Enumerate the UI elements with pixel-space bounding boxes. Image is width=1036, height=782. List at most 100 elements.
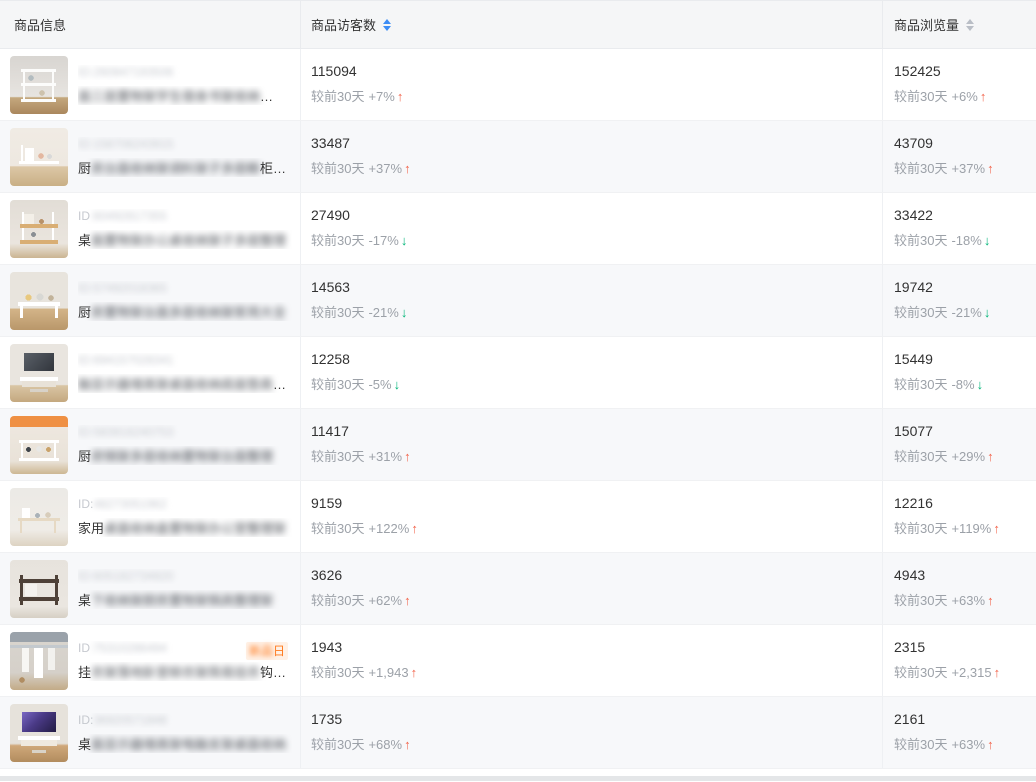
product-title[interactable]: 厨房置物架台面多层收纳架家用大全 <box>78 304 287 320</box>
compare-period-label: 较前30天 <box>894 593 948 608</box>
product-title[interactable]: 厨房锅架多层收纳置物架台面整理 <box>78 448 274 464</box>
table-row[interactable]: ID:605182734920 桌下收纳架厨房置物架锅具整理架 3626 较前3… <box>0 553 1036 625</box>
visitors-cell: 115094 较前30天 +7% ↑ <box>300 49 882 120</box>
trend-up-icon: ↑ <box>987 449 994 464</box>
views-cell: 15077 较前30天 +29% ↑ <box>882 409 1036 480</box>
compare-period-label: 较前30天 <box>311 161 365 176</box>
sort-views-icon[interactable] <box>966 18 975 31</box>
table-row[interactable]: ID:36920571848 桌面显示器增高架电脑支架桌面收纳 1735 较前3… <box>0 697 1036 769</box>
column-header-views[interactable]: 商品浏览量 <box>882 1 1036 48</box>
table-row[interactable]: ID:75310286494 挂衣架落地卧室晾衣架简易挂衣钩… 新品日 1943… <box>0 625 1036 697</box>
visitor-trend: 较前30天 -21% ↓ <box>311 305 408 320</box>
col-visitors-label[interactable]: 商品访客数 <box>311 18 377 33</box>
view-count: 33422 <box>894 207 933 223</box>
product-title[interactable]: 桌面置物架办公桌收纳架子多层整理 <box>78 232 287 248</box>
compare-period-label: 较前30天 <box>311 233 365 248</box>
compare-period-label: 较前30天 <box>894 449 948 464</box>
product-title[interactable]: 脑显示器增高架桌面收纳底座垫高… <box>78 376 287 392</box>
product-image[interactable] <box>10 271 68 330</box>
sort-visitors-icon[interactable] <box>383 18 392 31</box>
views-cell: 33422 较前30天 -18% ↓ <box>882 193 1036 264</box>
product-image[interactable] <box>10 343 68 402</box>
views-cell: 2315 较前30天 +2,315 ↑ <box>882 625 1036 696</box>
product-info-cell: ID:583916240753 厨房锅架多层收纳置物架台面整理 <box>0 409 300 480</box>
product-image[interactable] <box>10 127 68 186</box>
view-trend: 较前30天 +63% ↑ <box>894 593 994 608</box>
visitors-cell: 12258 较前30天 -5% ↓ <box>300 337 882 408</box>
views-cell: 19742 较前30天 -21% ↓ <box>882 265 1036 336</box>
table-row[interactable]: ID:694157028341 脑显示器增高架桌面收纳底座垫高… 12258 较… <box>0 337 1036 409</box>
visitor-count: 27490 <box>311 207 350 223</box>
view-trend: 较前30天 +6% ↑ <box>894 89 987 104</box>
horizontal-scrollbar[interactable] <box>0 776 1036 781</box>
compare-period-label: 较前30天 <box>894 233 948 248</box>
visitor-trend: 较前30天 +62% ↑ <box>311 593 411 608</box>
product-image[interactable] <box>10 55 68 114</box>
product-text-block: ID:694157028341 脑显示器增高架桌面收纳底座垫高… <box>78 353 292 393</box>
trend-up-icon: ↑ <box>411 521 418 536</box>
visitors-cell: 1735 较前30天 +68% ↑ <box>300 697 882 768</box>
visitor-trend: 较前30天 -5% ↓ <box>311 377 401 392</box>
table-row[interactable]: ID:583916240753 厨房锅架多层收纳置物架台面整理 11417 较前… <box>0 409 1036 481</box>
product-title[interactable]: 桌面显示器增高架电脑支架桌面收纳 <box>78 736 287 752</box>
trend-down-icon: ↓ <box>400 305 408 320</box>
visitor-trend: 较前30天 +68% ↑ <box>311 737 411 752</box>
product-info-cell: ID:605182734920 桌下收纳架厨房置物架锅具整理架 <box>0 553 300 624</box>
compare-period-label: 较前30天 <box>894 89 948 104</box>
table-row[interactable]: ID:158706243915 厨房台面收纳架调料架子多层橱柜… 33487 较… <box>0 121 1036 193</box>
product-id: ID:158706243915 <box>78 136 174 151</box>
trend-up-icon: ↑ <box>404 161 411 176</box>
trend-up-icon: ↑ <box>404 593 411 608</box>
compare-period-label: 较前30天 <box>894 377 948 392</box>
trend-up-icon: ↑ <box>987 737 994 752</box>
product-id: ID:57492018365 <box>78 280 167 295</box>
table-row[interactable]: ID:60492817355 桌面置物架办公桌收纳架子多层整理 27490 较前… <box>0 193 1036 265</box>
product-info-cell: ID:75310286494 挂衣架落地卧室晾衣架简易挂衣钩… 新品日 <box>0 625 300 696</box>
product-title[interactable]: 挂衣架落地卧室晾衣架简易挂衣钩… <box>78 664 287 680</box>
visitor-count: 33487 <box>311 135 350 151</box>
compare-period-label: 较前30天 <box>894 161 948 176</box>
view-count: 43709 <box>894 135 933 151</box>
table-row[interactable]: ID:48273051962 家用桌面收纳盒置物架办公室整理架 9159 较前3… <box>0 481 1036 553</box>
product-title[interactable]: 面三层置物架学生宿舍书架收纳… <box>78 88 274 104</box>
product-image[interactable] <box>10 487 68 546</box>
view-trend: 较前30天 +2,315 ↑ <box>894 665 1001 680</box>
product-text-block: ID:60492817355 桌面置物架办公桌收纳架子多层整理 <box>78 209 292 249</box>
product-image[interactable] <box>10 415 68 474</box>
product-title[interactable]: 桌下收纳架厨房置物架锅具整理架 <box>78 592 274 608</box>
views-cell: 152425 较前30天 +6% ↑ <box>882 49 1036 120</box>
visitor-count: 115094 <box>311 63 357 79</box>
table-header: 商品信息 商品访客数 商品浏览量 <box>0 1 1036 49</box>
table-body: ID:260847193506 面三层置物架学生宿舍书架收纳… 115094 较… <box>0 49 1036 769</box>
view-count: 152425 <box>894 63 941 79</box>
table-row[interactable]: ID:260847193506 面三层置物架学生宿舍书架收纳… 115094 较… <box>0 49 1036 121</box>
product-image[interactable] <box>10 559 68 618</box>
column-header-visitors[interactable]: 商品访客数 <box>300 1 882 48</box>
product-title[interactable]: 厨房台面收纳架调料架子多层橱柜… <box>78 160 287 176</box>
view-count: 19742 <box>894 279 933 295</box>
product-title[interactable]: 家用桌面收纳盒置物架办公室整理架 <box>78 520 287 536</box>
trend-up-icon: ↑ <box>396 89 404 104</box>
trend-down-icon: ↓ <box>393 377 401 392</box>
trend-down-icon: ↓ <box>983 305 991 320</box>
visitor-count: 3626 <box>311 567 343 583</box>
product-image[interactable] <box>10 199 68 258</box>
product-text-block: ID:605182734920 桌下收纳架厨房置物架锅具整理架 <box>78 569 292 609</box>
visitors-cell: 9159 较前30天 +122% ↑ <box>300 481 882 552</box>
trend-down-icon: ↓ <box>976 377 984 392</box>
product-image[interactable] <box>10 703 68 762</box>
table-row[interactable]: ID:57492018365 厨房置物架台面多层收纳架家用大全 14563 较前… <box>0 265 1036 337</box>
col-views-label[interactable]: 商品浏览量 <box>894 18 960 33</box>
visitors-cell: 14563 较前30天 -21% ↓ <box>300 265 882 336</box>
trend-up-icon: ↑ <box>993 665 1001 680</box>
product-image[interactable] <box>10 631 68 690</box>
compare-period-label: 较前30天 <box>311 737 365 752</box>
view-count: 12216 <box>894 495 933 511</box>
product-id: ID:48273051962 <box>78 496 167 511</box>
view-trend: 较前30天 +29% ↑ <box>894 449 994 464</box>
visitors-cell: 3626 较前30天 +62% ↑ <box>300 553 882 624</box>
product-text-block: ID:75310286494 挂衣架落地卧室晾衣架简易挂衣钩… <box>78 641 292 681</box>
view-count: 15077 <box>894 423 933 439</box>
view-trend: 较前30天 -18% ↓ <box>894 233 991 248</box>
